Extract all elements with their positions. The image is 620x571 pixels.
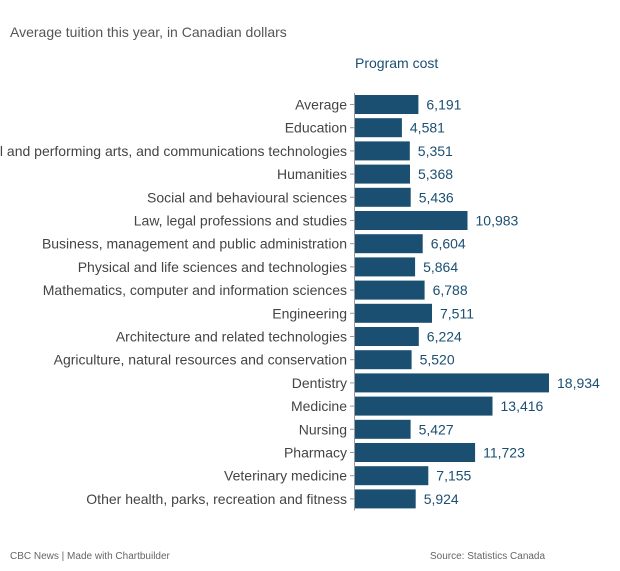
category-label: Pharmacy bbox=[284, 445, 347, 461]
category-label: Humanities bbox=[277, 166, 347, 182]
category-label: Visual and performing arts, and communic… bbox=[0, 143, 347, 159]
category-label: Business, management and public administ… bbox=[42, 236, 347, 252]
bar bbox=[355, 350, 412, 370]
category-label: Mathematics, computer and information sc… bbox=[43, 282, 347, 298]
data-label: 5,520 bbox=[420, 352, 455, 368]
series-header: Program cost bbox=[355, 55, 438, 71]
bar bbox=[355, 211, 468, 230]
category-label: Education bbox=[285, 120, 347, 136]
category-label: Other health, parks, recreation and fitn… bbox=[86, 491, 347, 507]
data-label: 5,924 bbox=[424, 491, 459, 507]
category-label: Law, legal professions and studies bbox=[134, 213, 347, 229]
data-label: 5,368 bbox=[418, 166, 453, 182]
data-label: 6,191 bbox=[426, 97, 461, 113]
data-label: 4,581 bbox=[410, 120, 445, 136]
data-label: 5,436 bbox=[419, 189, 454, 205]
source-text: Source: Statistics Canada bbox=[430, 551, 546, 562]
category-label: Architecture and related technologies bbox=[116, 329, 347, 345]
category-label: Dentistry bbox=[292, 375, 347, 391]
data-label: 11,723 bbox=[483, 445, 525, 461]
bar bbox=[355, 118, 402, 138]
data-label: 7,155 bbox=[436, 468, 471, 484]
bar bbox=[355, 466, 429, 486]
data-label: 13,416 bbox=[501, 398, 544, 414]
data-label: 5,864 bbox=[423, 259, 458, 275]
data-label: 6,788 bbox=[433, 282, 468, 298]
data-label: 7,511 bbox=[440, 305, 474, 321]
credit-text: CBC News | Made with Chartbuilder bbox=[10, 551, 170, 562]
data-label: 6,604 bbox=[431, 236, 466, 252]
data-label: 5,351 bbox=[418, 143, 453, 159]
bar bbox=[355, 141, 410, 161]
bar bbox=[355, 303, 432, 323]
bar bbox=[355, 234, 423, 254]
chart-subtitle: Average tuition this year, in Canadian d… bbox=[10, 24, 287, 40]
category-label: Social and behavioural sciences bbox=[147, 189, 347, 205]
bar bbox=[355, 373, 549, 393]
bar bbox=[355, 489, 416, 509]
data-label: 6,224 bbox=[427, 329, 462, 345]
data-label: 5,427 bbox=[419, 421, 454, 437]
bar bbox=[355, 187, 411, 207]
category-label: Agriculture, natural resources and conse… bbox=[54, 352, 347, 368]
data-label: 10,983 bbox=[476, 213, 519, 229]
category-label: Veterinary medicine bbox=[224, 468, 347, 484]
category-label: Nursing bbox=[299, 421, 347, 437]
category-label: Physical and life sciences and technolog… bbox=[78, 259, 347, 275]
bar bbox=[355, 95, 419, 114]
category-label: Engineering bbox=[272, 305, 347, 321]
bar bbox=[355, 257, 416, 277]
bar bbox=[355, 327, 419, 346]
category-label: Average bbox=[295, 97, 347, 113]
data-label: 18,934 bbox=[557, 375, 600, 391]
bar bbox=[355, 280, 425, 300]
category-label: Medicine bbox=[291, 398, 347, 414]
bar bbox=[355, 396, 493, 416]
bar bbox=[355, 164, 410, 184]
bar bbox=[355, 419, 411, 439]
bar bbox=[355, 443, 476, 462]
